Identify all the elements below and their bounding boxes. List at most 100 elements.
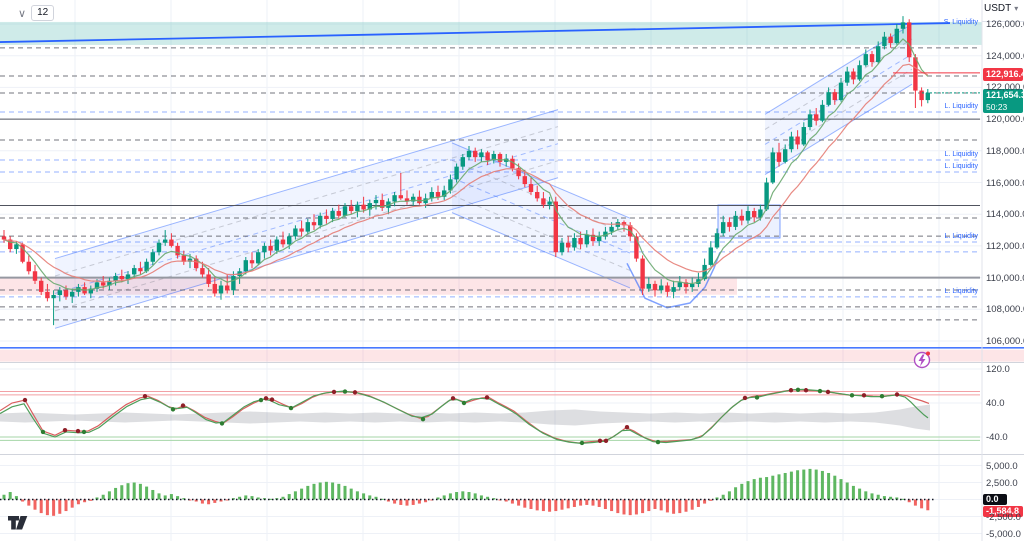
- candle-body: [156, 242, 162, 253]
- histogram-zero-badge: 0.0: [983, 494, 1007, 505]
- histogram-last-value-badge: -1,584.8: [983, 506, 1023, 517]
- candle-body: [14, 244, 19, 250]
- candle-body: [330, 211, 335, 219]
- histogram-bar: [696, 499, 700, 507]
- candle-body: [845, 71, 850, 83]
- histogram-bar: [8, 492, 12, 500]
- histogram-bar: [628, 499, 632, 516]
- candle-body: [541, 198, 546, 205]
- oscillator-signal-dot: [269, 397, 275, 402]
- histogram-bar: [690, 499, 694, 510]
- candle-body: [900, 22, 906, 29]
- timeframe-button[interactable]: 12: [31, 5, 55, 21]
- oscillator-signal-dot: [75, 428, 81, 434]
- candle-body: [770, 152, 775, 183]
- candle-body: [882, 36, 887, 47]
- channel-fill: [55, 109, 558, 329]
- histogram-bar: [467, 492, 471, 500]
- histogram-bar: [33, 499, 37, 510]
- bar-countdown: 50:23: [986, 102, 1008, 112]
- main-price-panel[interactable]: [0, 16, 982, 329]
- histogram-bar: [870, 493, 874, 500]
- trendline[interactable]: [0, 22, 951, 43]
- oscillator-signal-dot: [825, 389, 831, 395]
- oscillator-signal-dot: [655, 439, 661, 445]
- candle-body: [212, 283, 217, 294]
- candle-body: [913, 57, 918, 91]
- histogram-bar: [802, 469, 806, 500]
- histogram-bar: [517, 499, 521, 506]
- candle-body: [640, 258, 645, 289]
- histogram-bar: [882, 496, 886, 500]
- candle-body: [671, 287, 676, 292]
- candle-body: [460, 157, 465, 167]
- signal-icon[interactable]: [913, 351, 931, 369]
- candle-body: [727, 222, 732, 227]
- histogram-bar: [889, 496, 893, 500]
- candle-body: [466, 150, 472, 158]
- histogram-bar: [808, 468, 812, 500]
- oscillator-signal-dot: [597, 438, 603, 444]
- histogram-bar: [45, 499, 49, 516]
- price-axis-label: 108,000.0: [986, 304, 1024, 316]
- candle-body: [665, 285, 670, 292]
- histogram-bar: [560, 499, 564, 510]
- candle-body: [764, 182, 769, 210]
- oscillator-panel[interactable]: [0, 387, 980, 446]
- price-axis-label: 114,000.0: [986, 209, 1024, 221]
- oscillator-signal-dot: [861, 393, 867, 398]
- histogram-bar: [386, 499, 390, 502]
- histogram-panel[interactable]: [0, 468, 935, 516]
- histogram-bar: [411, 499, 415, 505]
- tradingview-logo[interactable]: [8, 516, 28, 530]
- oscillator-signal-dot: [40, 429, 46, 435]
- histogram-bar: [157, 493, 161, 500]
- histogram-bar: [169, 494, 173, 500]
- candle-body: [652, 283, 658, 291]
- candle-body: [801, 127, 806, 145]
- histogram-bar: [318, 482, 322, 500]
- histogram-bar: [641, 499, 645, 514]
- histogram-bar: [182, 498, 186, 500]
- histogram-bar: [405, 499, 409, 506]
- histogram-bar: [21, 499, 25, 502]
- legend-collapse-control[interactable]: ∨ 12: [18, 5, 55, 21]
- histogram-bar: [659, 499, 663, 511]
- histogram-bar: [907, 499, 911, 503]
- oscillator-signal-dot: [180, 403, 186, 408]
- histogram-bar: [634, 499, 638, 515]
- candle-body: [63, 290, 69, 297]
- histogram-bar: [734, 487, 738, 500]
- candle-body: [485, 152, 490, 161]
- candle-body: [609, 226, 614, 232]
- price-axis-currency-selector[interactable]: USDT ▾: [984, 3, 1018, 14]
- chevron-down-icon: ∨: [18, 7, 27, 20]
- oscillator-signal-dot: [170, 407, 176, 412]
- histogram-bar: [399, 499, 403, 505]
- candle-body: [869, 54, 875, 63]
- price-axis-label: 112,000.0: [986, 240, 1024, 252]
- candle-body: [138, 268, 143, 272]
- histogram-bar: [436, 497, 440, 500]
- histogram-bar: [492, 498, 496, 500]
- candle-body: [448, 179, 453, 191]
- histogram-bar: [293, 491, 297, 500]
- candle-body: [411, 196, 416, 202]
- histogram-bar: [554, 499, 558, 512]
- histogram-bar: [703, 499, 707, 504]
- consolidation-box: [717, 204, 781, 239]
- candle-body: [832, 92, 837, 101]
- histogram-bar: [355, 491, 359, 500]
- candle-body: [287, 236, 292, 245]
- histogram-bar: [430, 499, 434, 501]
- candle-body: [820, 104, 825, 121]
- lower-zone: [0, 349, 1024, 362]
- oscillator-signal-dot: [420, 416, 426, 422]
- oscillator-signal-dot: [342, 389, 348, 394]
- histogram-bar: [746, 481, 750, 500]
- oscillator-signal-dot: [817, 388, 823, 394]
- candle-body: [88, 288, 93, 294]
- oscillator-signal-dot: [603, 438, 609, 444]
